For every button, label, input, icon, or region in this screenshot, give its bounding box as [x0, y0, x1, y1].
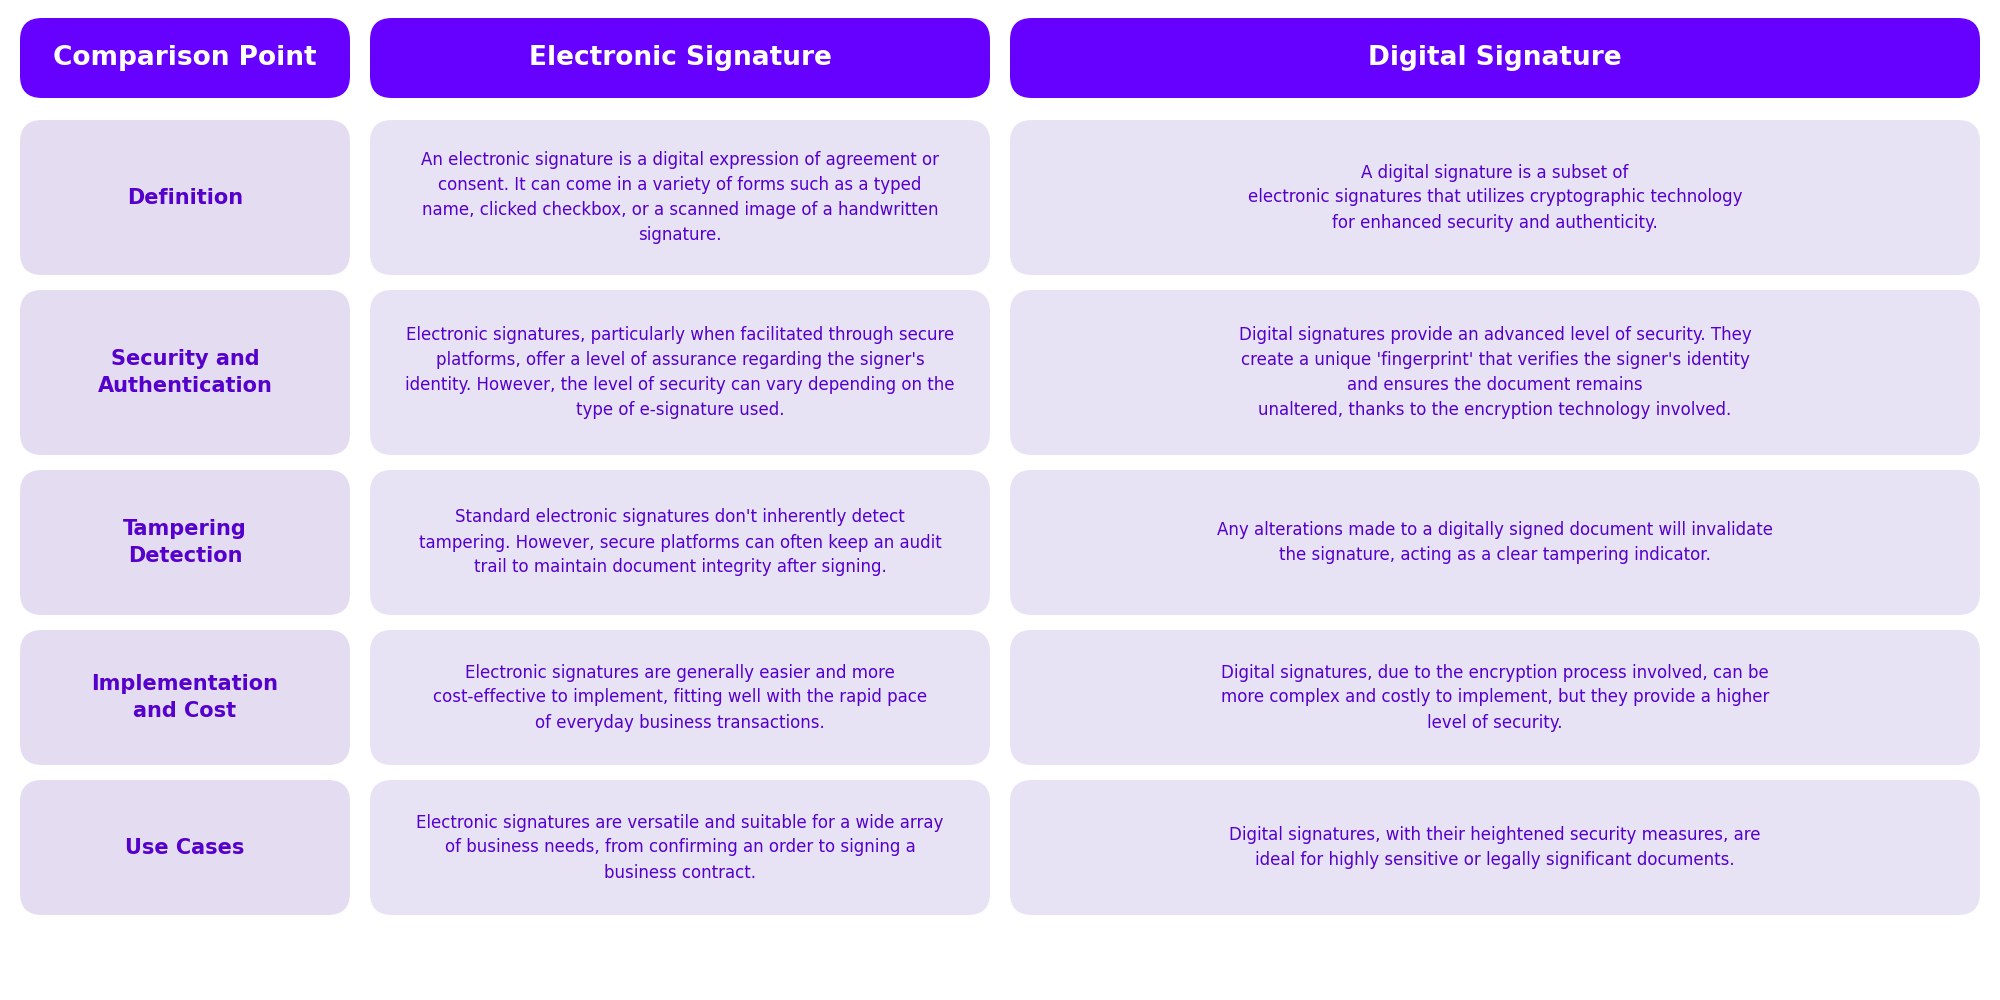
FancyBboxPatch shape: [1010, 290, 1980, 455]
FancyBboxPatch shape: [370, 120, 990, 275]
Text: Electronic Signature: Electronic Signature: [528, 45, 832, 71]
Text: Any alterations made to a digitally signed document will invalidate
the signatur: Any alterations made to a digitally sign…: [1216, 521, 1774, 564]
FancyBboxPatch shape: [370, 470, 990, 615]
FancyBboxPatch shape: [20, 630, 350, 765]
Text: Security and
Authentication: Security and Authentication: [98, 349, 272, 396]
Text: Digital signatures provide an advanced level of security. They
create a unique ': Digital signatures provide an advanced l…: [1238, 326, 1752, 419]
Text: An electronic signature is a digital expression of agreement or
consent. It can : An electronic signature is a digital exp…: [420, 151, 940, 244]
Text: Electronic signatures are generally easier and more
cost-effective to implement,: Electronic signatures are generally easi…: [432, 664, 928, 732]
Text: Comparison Point: Comparison Point: [54, 45, 316, 71]
FancyBboxPatch shape: [370, 18, 990, 98]
Text: Implementation
and Cost: Implementation and Cost: [92, 674, 278, 721]
Text: Use Cases: Use Cases: [126, 838, 244, 857]
FancyBboxPatch shape: [1010, 470, 1980, 615]
Text: Digital Signature: Digital Signature: [1368, 45, 1622, 71]
FancyBboxPatch shape: [370, 780, 990, 915]
FancyBboxPatch shape: [1010, 630, 1980, 765]
FancyBboxPatch shape: [1010, 780, 1980, 915]
FancyBboxPatch shape: [20, 290, 350, 455]
FancyBboxPatch shape: [20, 120, 350, 275]
Text: A digital signature is a subset of
electronic signatures that utilizes cryptogra: A digital signature is a subset of elect…: [1248, 163, 1742, 232]
FancyBboxPatch shape: [20, 18, 350, 98]
Text: Electronic signatures are versatile and suitable for a wide array
of business ne: Electronic signatures are versatile and …: [416, 814, 944, 882]
FancyBboxPatch shape: [1010, 18, 1980, 98]
FancyBboxPatch shape: [370, 290, 990, 455]
Text: Standard electronic signatures don't inherently detect
tampering. However, secur: Standard electronic signatures don't inh…: [418, 508, 942, 576]
FancyBboxPatch shape: [1010, 120, 1980, 275]
FancyBboxPatch shape: [20, 470, 350, 615]
Text: Tampering
Detection: Tampering Detection: [124, 519, 246, 566]
FancyBboxPatch shape: [370, 630, 990, 765]
Text: Definition: Definition: [126, 188, 244, 208]
Text: Digital signatures, with their heightened security measures, are
ideal for highl: Digital signatures, with their heightene…: [1230, 826, 1760, 869]
Text: Digital signatures, due to the encryption process involved, can be
more complex : Digital signatures, due to the encryptio…: [1220, 664, 1770, 732]
FancyBboxPatch shape: [20, 780, 350, 915]
Text: Electronic signatures, particularly when facilitated through secure
platforms, o: Electronic signatures, particularly when…: [406, 326, 954, 419]
